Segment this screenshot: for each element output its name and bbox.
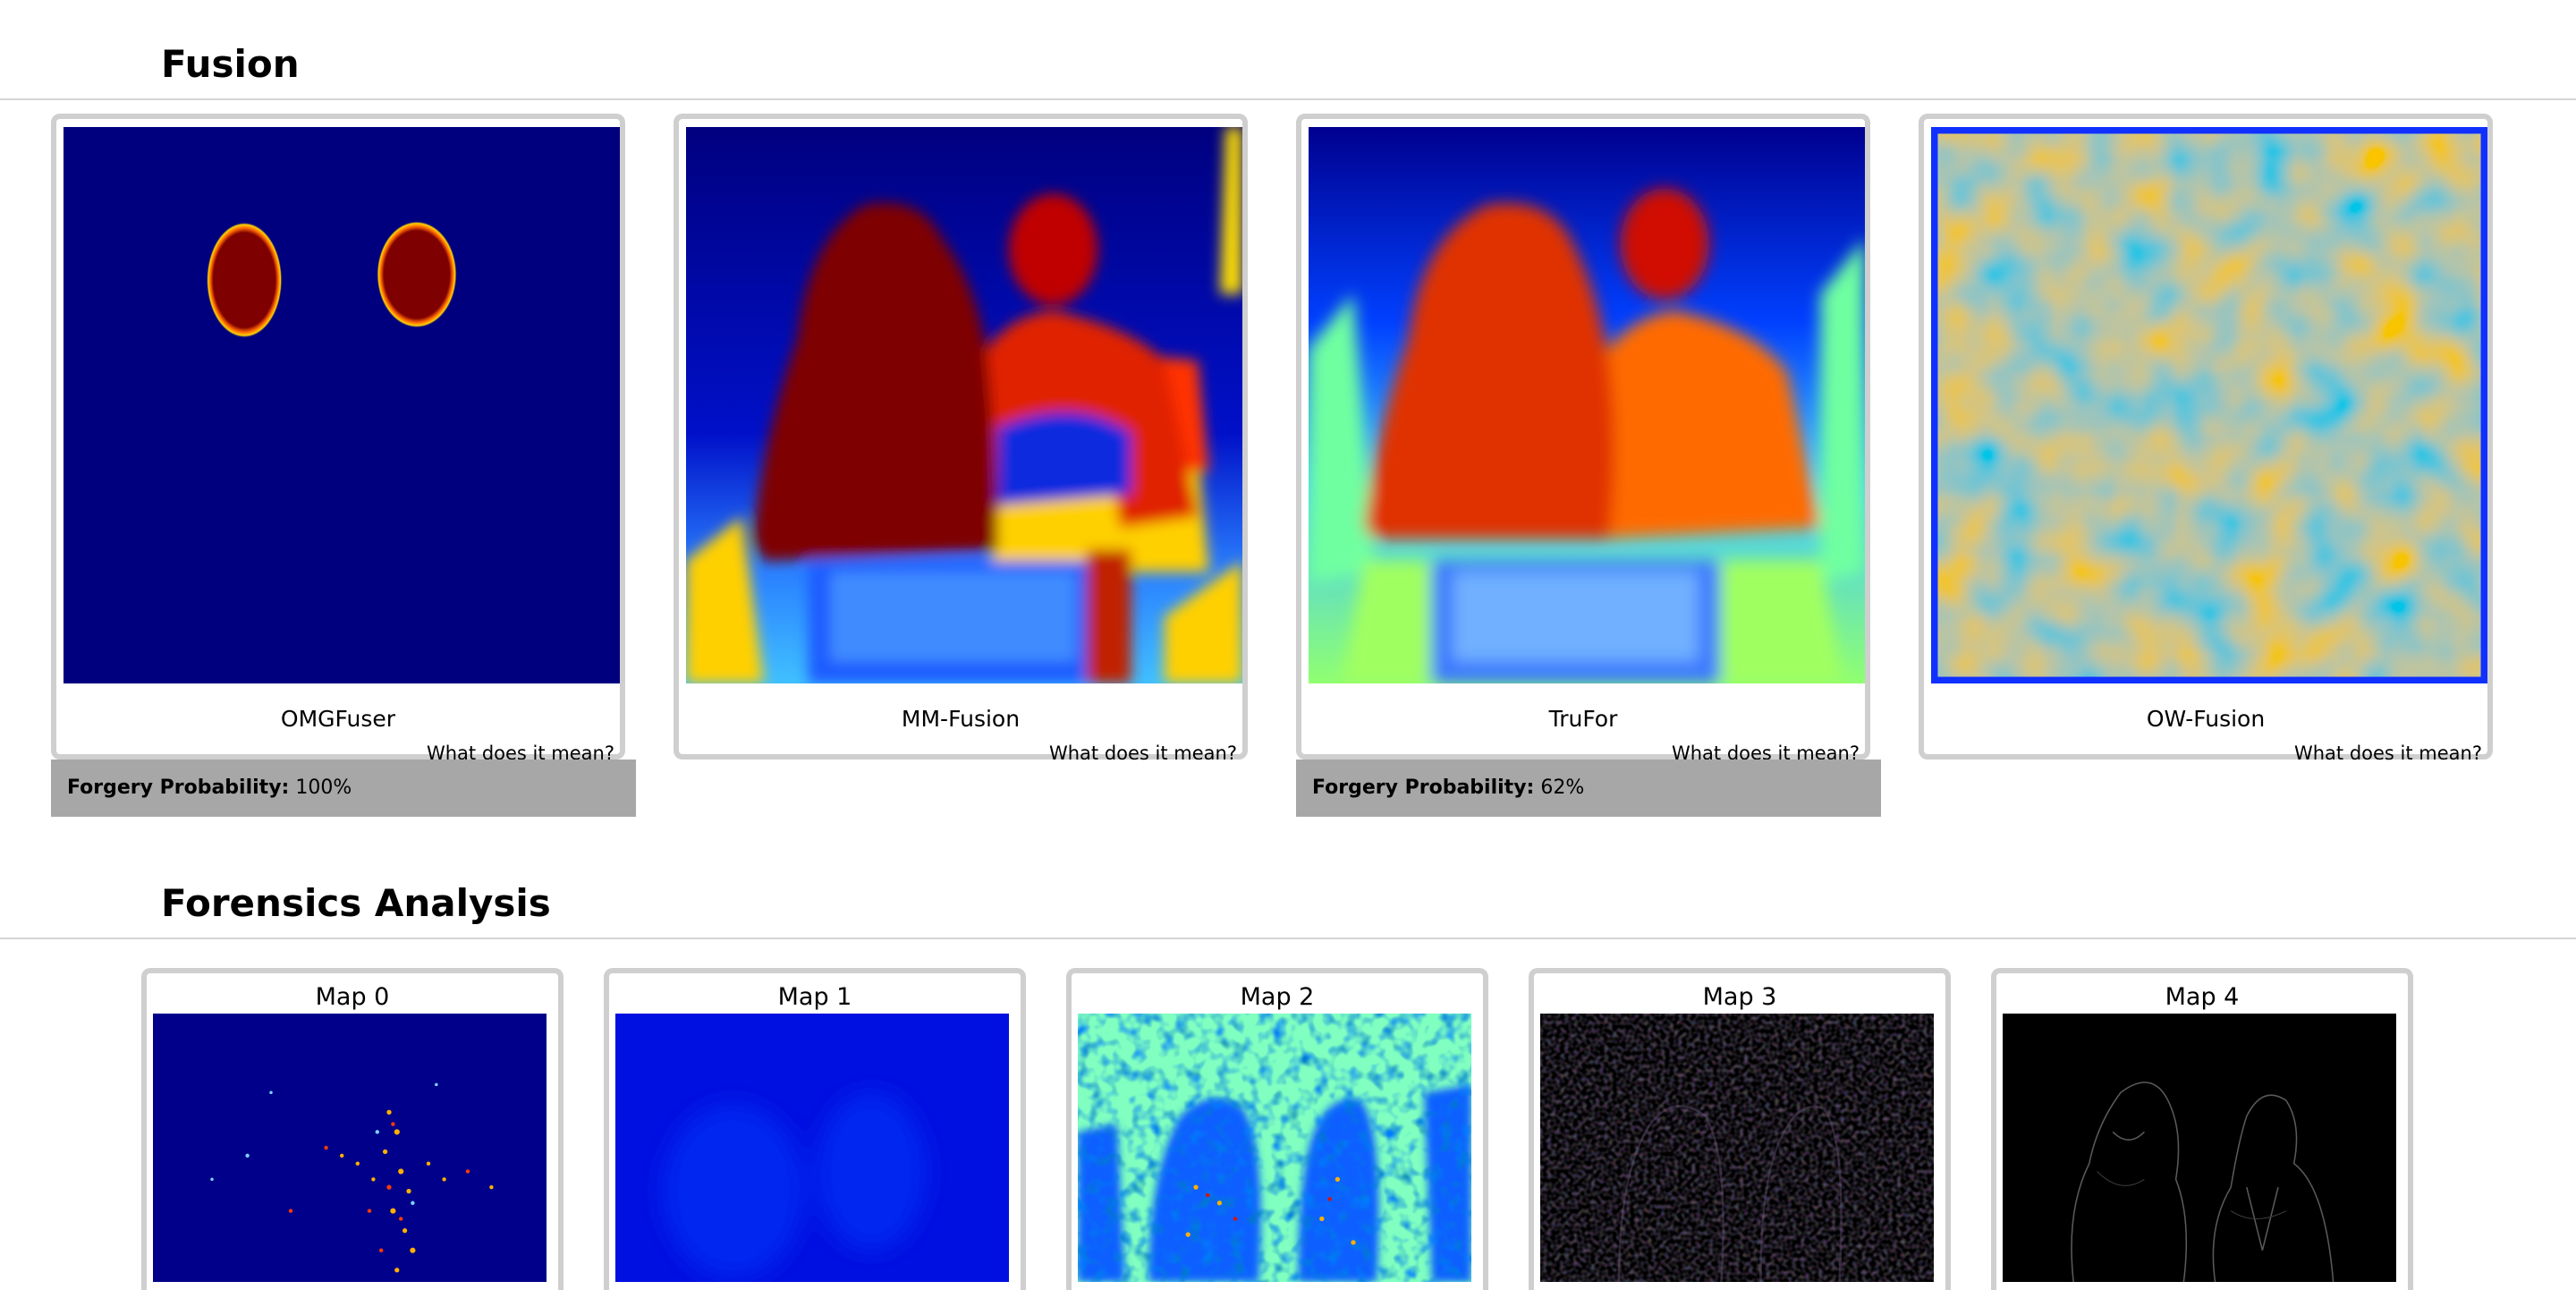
forgery-probability-label: Forgery Probability: [67,777,290,799]
forgery-probability-value: 62% [1540,777,1585,799]
map-0-image[interactable] [153,1014,547,1282]
forgery-probability-bar: Forgery Probability: 62% [1296,760,1881,817]
forensics-divider [0,938,2576,939]
map-4-image[interactable] [2003,1014,2396,1282]
fusion-card-mm-fusion: MM-Fusion What does it mean? [674,114,1248,764]
map-title: Map 4 [2165,983,2240,1011]
map-2-image[interactable] [1078,1014,1471,1282]
forgery-probability-value: 100% [295,777,352,799]
trufor-heatmap[interactable] [1309,127,1865,683]
map-1-image[interactable] [615,1014,1009,1282]
map-card-0: Map 0 [141,968,564,1290]
mm-fusion-heatmap[interactable] [686,127,1242,683]
fusion-card-trufor: TruFor What does it mean? [1296,114,1870,764]
map-title: Map 0 [315,983,390,1011]
fusion-card-name: OW-Fusion [2146,706,2266,732]
map-card-2: Map 2 [1066,968,1488,1290]
forgery-probability-label: Forgery Probability: [1312,777,1535,799]
fusion-card-name: OMGFuser [280,706,396,732]
map-card-1: Map 1 [604,968,1026,1290]
map-3-image[interactable] [1540,1014,1934,1282]
map-title: Map 3 [1702,983,1777,1011]
what-does-it-mean-link[interactable]: What does it mean? [2293,743,2482,764]
map-title: Map 1 [777,983,852,1011]
forensics-section-title: Forensics Analysis [161,881,551,925]
map-title: Map 2 [1240,983,1315,1011]
fusion-card-ow-fusion: OW-Fusion What does it mean? [1919,114,2493,764]
fusion-card-name: TruFor [1548,706,1618,732]
ow-fusion-heatmap[interactable] [1931,127,2487,683]
forgery-probability-bar: Forgery Probability: 100% [51,760,636,817]
fusion-section-title: Fusion [161,42,300,86]
omgfuser-heatmap[interactable] [64,127,620,683]
fusion-divider [0,98,2576,100]
fusion-card-omgfuser: OMGFuser What does it mean? [51,114,625,764]
what-does-it-mean-link[interactable]: What does it mean? [1048,743,1237,764]
map-card-4: Map 4 [1991,968,2413,1290]
fusion-card-name: MM-Fusion [901,706,1021,732]
map-card-3: Map 3 [1529,968,1951,1290]
